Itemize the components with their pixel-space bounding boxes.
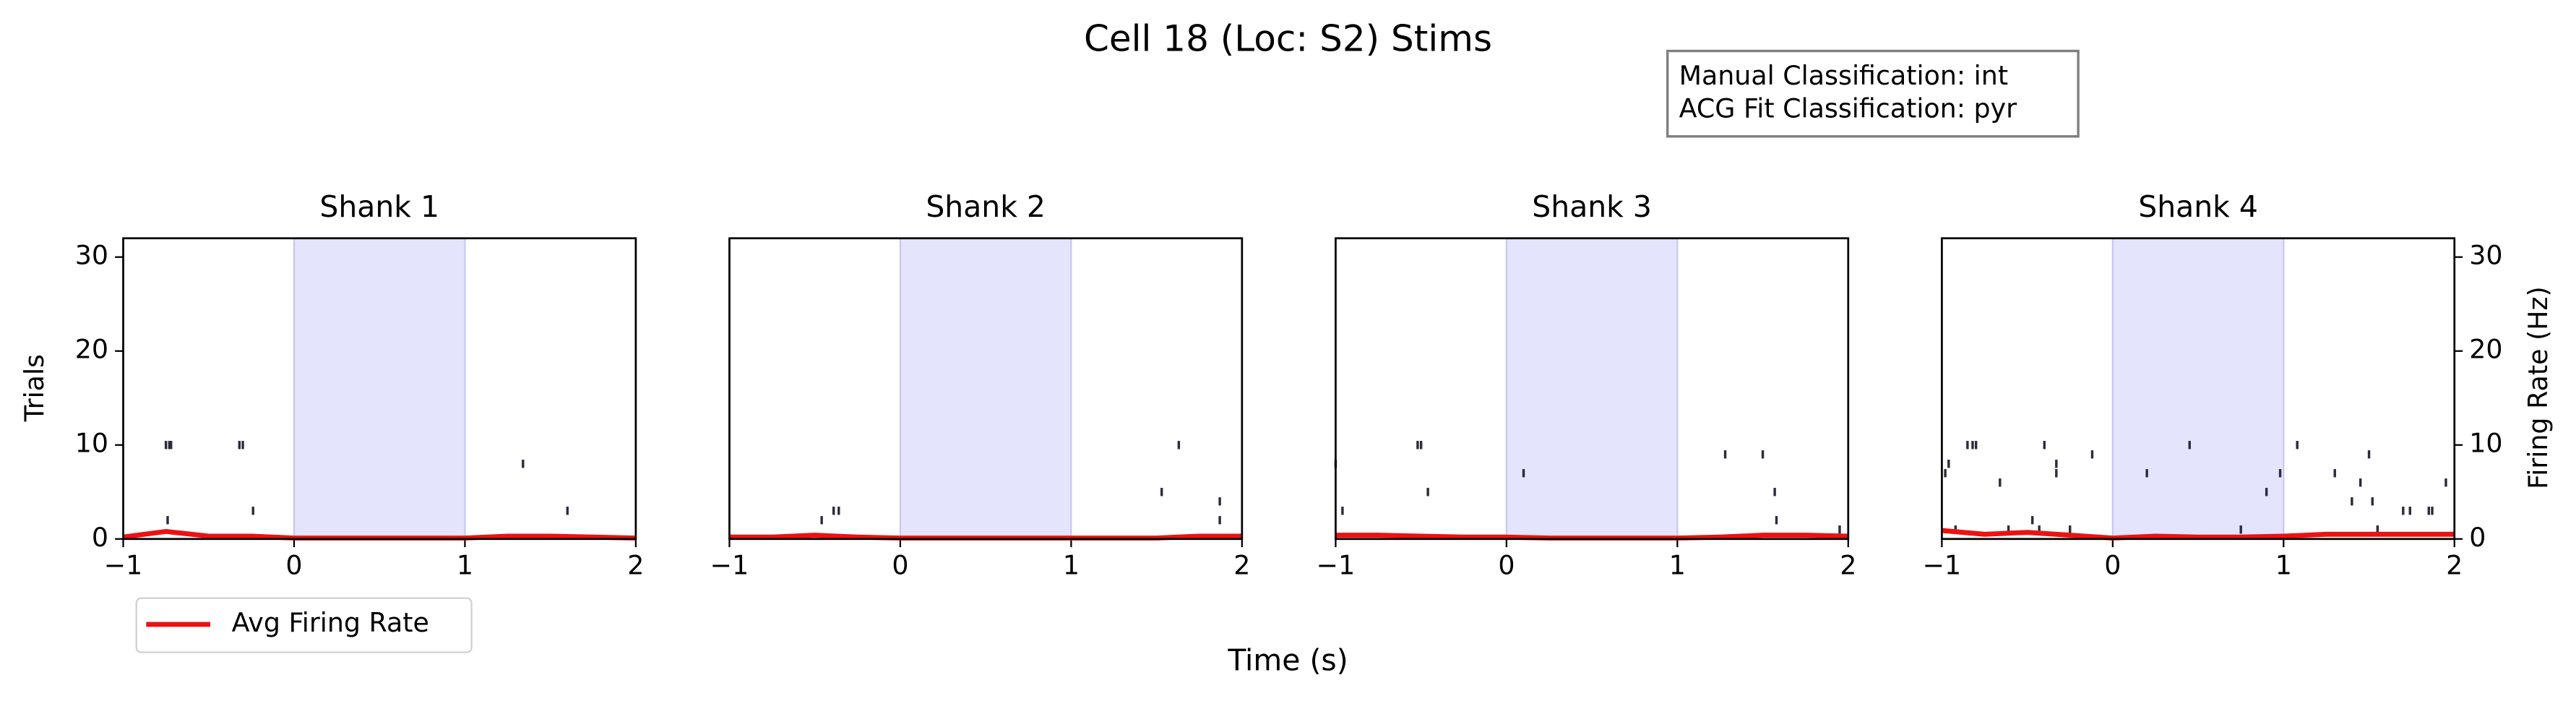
y2-tick-label: 0 (2469, 522, 2486, 553)
x-tick-label: 2 (1233, 549, 1250, 580)
axes-frame (728, 237, 1244, 541)
y-tick-label: 20 (75, 334, 108, 365)
firing-rate-line (1942, 528, 2455, 541)
panel-title: Shank 3 (1532, 189, 1652, 224)
axes-frame (122, 237, 637, 541)
legend-label: Avg Firing Rate (232, 607, 429, 638)
axes-frame (1335, 237, 1850, 541)
stim-shade (293, 237, 466, 540)
stim-shade (1505, 237, 1679, 540)
x-tick-label: −1 (710, 549, 749, 580)
x-tick-label: 1 (1063, 549, 1080, 580)
stim-shade (899, 237, 1072, 540)
y2-tick-label: 20 (2469, 334, 2502, 365)
x-tick-label: 1 (457, 549, 473, 580)
stim-shade (2111, 237, 2285, 540)
x-tick-label: −1 (1317, 549, 1356, 580)
x-tick-label: 0 (2104, 549, 2121, 580)
y2-axis-label: Firing Rate (Hz) (2523, 286, 2554, 489)
x-tick-label: 0 (1498, 549, 1515, 580)
x-tick-label: 1 (2275, 549, 2292, 580)
axes-frame (1941, 237, 2456, 541)
x-tick-label: −1 (104, 549, 143, 580)
panel-title: Shank 1 (319, 189, 439, 224)
x-tick-label: 2 (2446, 549, 2463, 580)
y2-tick-label: 10 (2469, 428, 2502, 459)
firing-rate-line (729, 533, 1242, 541)
x-tick-label: 0 (892, 549, 908, 580)
legend-box (135, 597, 473, 653)
y-tick-label: 30 (75, 240, 108, 271)
y-tick-label: 0 (92, 522, 108, 553)
x-tick-label: 2 (627, 549, 644, 580)
firing-rate-line (1335, 533, 1848, 541)
figure-title: Cell 18 (Loc: S2) Stims (1084, 17, 1492, 59)
x-axis-label: Time (s) (1227, 642, 1348, 677)
x-tick-label: 1 (1669, 549, 1686, 580)
annotation-box (1666, 49, 2080, 138)
x-tick-label: 0 (285, 549, 302, 580)
annotation-line: Manual Classification: int (1679, 60, 2008, 91)
y-axis-label: Trials (19, 354, 50, 422)
y-tick-label: 10 (75, 428, 108, 459)
y2-tick-label: 30 (2469, 240, 2502, 271)
panel-title: Shank 4 (2138, 189, 2258, 224)
annotation-line: ACG Fit Classification: pyr (1679, 93, 2017, 124)
panel-title: Shank 2 (926, 189, 1046, 224)
x-tick-label: 2 (1840, 549, 1856, 580)
x-tick-label: −1 (1923, 549, 1962, 580)
